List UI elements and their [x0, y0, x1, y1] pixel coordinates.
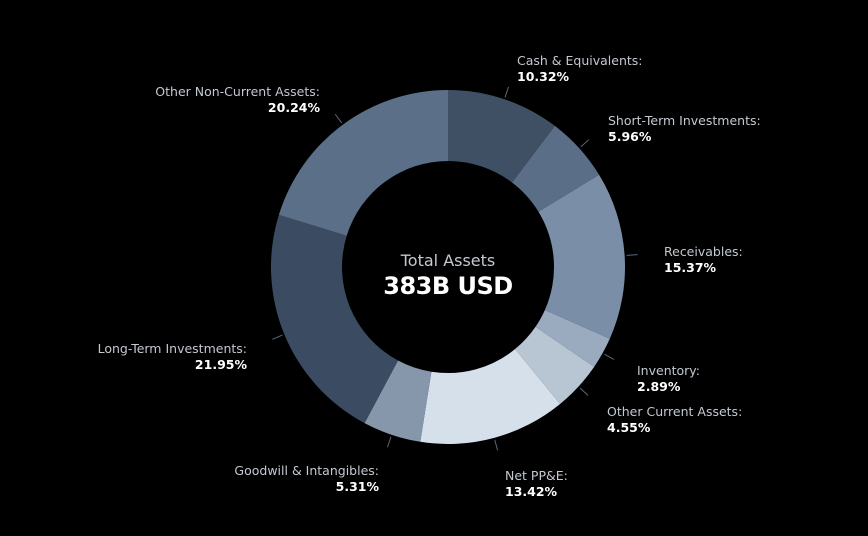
- center-value: 383B USD: [383, 272, 512, 300]
- donut-slice: [270, 214, 399, 424]
- donut-slice: [512, 125, 600, 212]
- leader-lines: [272, 86, 638, 451]
- leader-line: [504, 86, 509, 98]
- center-title: Total Assets: [400, 251, 496, 270]
- leader-line: [626, 254, 638, 256]
- leader-line: [494, 439, 499, 451]
- donut-slice: [420, 349, 561, 444]
- leader-line: [272, 334, 283, 340]
- slice-value-label: 15.37%: [664, 260, 717, 275]
- donut-slice: [515, 326, 595, 404]
- leader-line: [387, 436, 392, 448]
- slice-label: Goodwill & Intangibles:: [234, 463, 379, 478]
- leader-line: [334, 113, 343, 124]
- slice-label: Inventory:: [637, 363, 700, 378]
- slice-label: Net PP&E:: [505, 468, 568, 483]
- slice-value-label: 10.32%: [517, 69, 570, 84]
- donut-slice: [538, 174, 625, 339]
- leader-line: [579, 387, 589, 396]
- slice-value-label: 5.96%: [608, 129, 652, 144]
- donut-slices: [270, 89, 625, 444]
- donut-slice: [364, 360, 432, 442]
- slice-label: Cash & Equivalents:: [517, 53, 643, 68]
- slice-label: Short-Term Investments:: [608, 113, 761, 128]
- leader-line: [580, 139, 590, 148]
- slice-value-label: 13.42%: [505, 484, 558, 499]
- donut-slice: [535, 309, 610, 367]
- slice-value-label: 4.55%: [607, 420, 651, 435]
- slice-value-label: 5.31%: [336, 479, 380, 494]
- slice-labels: Cash & Equivalents:10.32% Short-Term Inve…: [98, 53, 761, 499]
- slice-label: Other Current Assets:: [607, 404, 742, 419]
- donut-slice: [448, 89, 555, 183]
- slice-value-label: 20.24%: [268, 100, 321, 115]
- slice-label: Receivables:: [664, 244, 743, 259]
- slice-label: Long-Term Investments:: [98, 341, 247, 356]
- slice-value-label: 2.89%: [637, 379, 681, 394]
- slice-value-label: 21.95%: [195, 357, 248, 372]
- leader-line: [604, 353, 615, 360]
- donut-slice: [278, 89, 448, 236]
- slice-label: Other Non-Current Assets:: [155, 84, 320, 99]
